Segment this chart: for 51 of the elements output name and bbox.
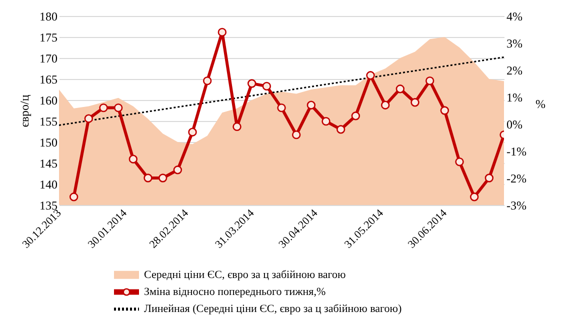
point [292, 130, 301, 140]
y2-tick-label: 1% [506, 90, 522, 104]
y-tick-label: 160 [40, 94, 58, 108]
y2-tick-label: -3% [506, 198, 526, 212]
point [380, 100, 390, 110]
legend-label: Середні ціни ЄС, євро за ц забійною вагою [144, 268, 346, 281]
point [84, 114, 94, 123]
point [173, 166, 182, 174]
y-tick-label: 155 [40, 114, 58, 128]
point [128, 154, 138, 164]
point [69, 192, 78, 202]
point [322, 116, 330, 126]
point [455, 157, 464, 166]
point [247, 79, 256, 88]
point [114, 103, 123, 112]
point [306, 100, 316, 110]
point [232, 122, 242, 132]
point [277, 103, 286, 112]
y-tick-label: 145 [40, 156, 58, 170]
point [484, 174, 494, 182]
point [262, 82, 272, 91]
point [218, 28, 227, 37]
point [99, 103, 108, 112]
y-tick-label: 180 [40, 10, 58, 24]
point [351, 112, 360, 120]
point [425, 76, 434, 86]
point [366, 71, 375, 80]
point [410, 98, 420, 107]
legend-label: Линейная (Середні ціни ЄС, євро за ц забійною вагою) [144, 303, 402, 316]
point [396, 84, 405, 94]
y2-tick-label: -2% [506, 172, 526, 186]
point [202, 76, 212, 86]
y2-tick-label: 0% [506, 118, 522, 132]
y-tick-label: 140 [40, 178, 58, 192]
y2-tick-label: 4% [506, 10, 522, 24]
y2-tick-label: 3% [506, 36, 522, 50]
y-tick-label: 165 [40, 72, 58, 86]
y2-tick-label: 2% [506, 64, 522, 78]
point [336, 125, 346, 134]
point [158, 174, 168, 182]
point [440, 106, 450, 115]
y2-tick-label: -1% [506, 144, 526, 158]
y-tick-label: 150 [40, 136, 58, 150]
legend-label: Зміна відносно попереднього тижня,% [144, 286, 326, 298]
y-axis-title: євро/ц [18, 94, 32, 128]
point [188, 128, 197, 136]
point [470, 192, 479, 202]
y2-axis-title: % [535, 97, 546, 111]
y-tick-label: 170 [40, 52, 58, 66]
y-tick-label: 175 [40, 30, 58, 44]
point [144, 174, 152, 182]
